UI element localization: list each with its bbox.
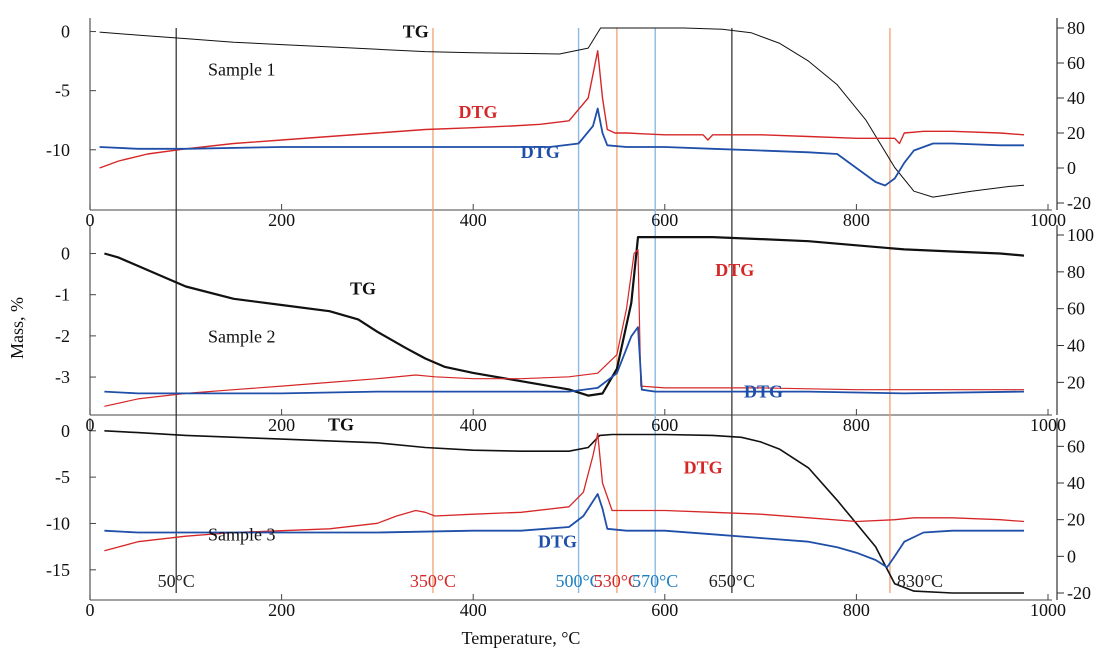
curve-label-dtg: DTG	[684, 457, 723, 477]
x-tick-label: 600	[651, 415, 678, 435]
chart-text-layer: 0 200 400 600 800 10000-5-10806040200-20Sampl…	[46, 18, 1094, 620]
right-tick-label: 100	[1067, 225, 1094, 245]
left-tick-label: -1	[55, 285, 70, 305]
left-tick-label: -15	[46, 560, 70, 580]
chart-plot-layer	[99, 27, 1025, 594]
right-tick-label: 80	[1067, 262, 1085, 282]
curve-label-dtg: DTG	[538, 532, 577, 552]
left-tick-label: -3	[55, 367, 70, 387]
left-tick-label: 0	[61, 421, 70, 441]
temperature-marker-label: 350°C	[410, 571, 456, 591]
x-tick-label: 600	[651, 210, 678, 230]
x-tick-label: 800	[843, 210, 870, 230]
panel-3	[104, 430, 1025, 594]
temperature-marker-label: 530°C	[594, 571, 640, 591]
series-line-dtg	[104, 249, 1024, 407]
right-tick-label: 40	[1067, 88, 1085, 108]
series-line-tg	[104, 430, 1024, 594]
curve-label-tg: TG	[328, 414, 354, 434]
temperature-marker-label: 570°C	[632, 571, 678, 591]
curve-label-tg: TG	[403, 21, 429, 41]
right-tick-label: -20	[1067, 583, 1091, 603]
x-tick-label: 1000	[1030, 600, 1066, 620]
left-tick-label: -5	[55, 81, 70, 101]
left-tick-label: 0	[61, 244, 70, 264]
right-tick-label: 40	[1067, 336, 1085, 356]
curve-label-dtg: DTG	[715, 260, 754, 280]
x-tick-label: 400	[460, 415, 487, 435]
x-tick-label: 200	[268, 600, 295, 620]
right-tick-label: 40	[1067, 473, 1085, 493]
x-tick-label: 800	[843, 415, 870, 435]
x-tick-label: 400	[460, 210, 487, 230]
x-tick-label: 200	[268, 210, 295, 230]
right-tick-label: 20	[1067, 123, 1085, 143]
right-tick-label: 0	[1067, 546, 1076, 566]
x-tick-label: 800	[843, 600, 870, 620]
x-tick-label: 600	[651, 600, 678, 620]
left-tick-label: -5	[55, 467, 70, 487]
temperature-marker-label: 50°C	[158, 571, 195, 591]
curve-label-tg: TG	[350, 279, 376, 299]
x-axis-label: Temperature, °C	[462, 628, 581, 648]
x-tick-label: 0	[86, 415, 95, 435]
panel-1	[99, 27, 1025, 198]
panel-2	[104, 236, 1025, 407]
left-tick-label: -10	[46, 513, 70, 533]
x-tick-label: 1000	[1030, 210, 1066, 230]
sample-label: Sample 1	[208, 60, 276, 80]
series-line-tg	[104, 236, 1025, 397]
curve-label-dtg: DTG	[521, 142, 560, 162]
sample-label: Sample 2	[208, 327, 276, 347]
right-tick-label: 60	[1067, 53, 1085, 73]
left-tick-label: 0	[61, 22, 70, 42]
series-line-dtg	[104, 432, 1025, 552]
curve-label-dtg: DTG	[458, 102, 497, 122]
right-tick-label: 0	[1067, 158, 1076, 178]
right-tick-label: 60	[1067, 436, 1085, 456]
right-tick-label: 20	[1067, 510, 1085, 530]
y-axis-label: Mass, %	[7, 297, 27, 359]
left-tick-label: -2	[55, 326, 70, 346]
series-line-dtg	[99, 50, 1025, 169]
right-tick-label: -20	[1067, 193, 1091, 213]
series-line-dtg	[104, 326, 1025, 395]
x-tick-label: 0	[86, 210, 95, 230]
right-tick-label: 60	[1067, 299, 1085, 319]
sample-label: Sample 3	[208, 525, 276, 545]
x-tick-label: 1000	[1030, 415, 1066, 435]
temperature-marker-label: 830°C	[897, 571, 943, 591]
series-line-tg	[99, 27, 1025, 198]
temperature-marker-label: 650°C	[709, 571, 755, 591]
right-tick-label: 20	[1067, 372, 1085, 392]
series-line-dtg	[104, 493, 1024, 569]
x-tick-label: 0	[86, 600, 95, 620]
series-line-dtg	[99, 107, 1024, 187]
x-tick-label: 400	[460, 600, 487, 620]
chart-background-layer	[89, 18, 1064, 601]
left-tick-label: -10	[46, 140, 70, 160]
curve-label-dtg: DTG	[744, 382, 783, 402]
x-tick-label: 200	[268, 415, 295, 435]
temperature-marker-label: 500°C	[555, 571, 601, 591]
right-tick-label: 80	[1067, 18, 1085, 38]
